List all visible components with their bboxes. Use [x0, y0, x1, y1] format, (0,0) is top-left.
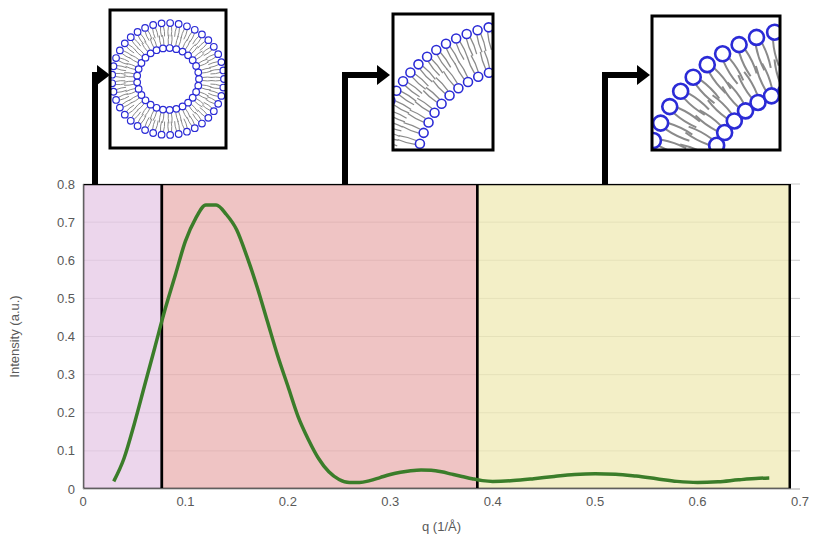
svg-text:0.3: 0.3 — [57, 367, 75, 382]
svg-text:0.5: 0.5 — [57, 291, 75, 306]
svg-text:0.7: 0.7 — [57, 215, 75, 230]
svg-text:0.6: 0.6 — [57, 253, 75, 268]
svg-text:0.7: 0.7 — [791, 494, 809, 509]
svg-text:0.2: 0.2 — [279, 494, 297, 509]
svg-text:0.2: 0.2 — [57, 405, 75, 420]
svg-text:0: 0 — [79, 494, 86, 509]
svg-text:q (1/Å): q (1/Å) — [422, 519, 461, 534]
svg-text:0.4: 0.4 — [484, 494, 502, 509]
svg-text:0.1: 0.1 — [176, 494, 194, 509]
svg-text:0: 0 — [68, 482, 75, 497]
svg-text:0.4: 0.4 — [57, 329, 75, 344]
svg-text:0.8: 0.8 — [57, 177, 75, 192]
svg-text:0.5: 0.5 — [586, 494, 604, 509]
svg-text:0.1: 0.1 — [57, 443, 75, 458]
svg-text:Intensity (a.u.): Intensity (a.u.) — [7, 295, 22, 377]
svg-text:0.3: 0.3 — [381, 494, 399, 509]
svg-text:0.6: 0.6 — [689, 494, 707, 509]
